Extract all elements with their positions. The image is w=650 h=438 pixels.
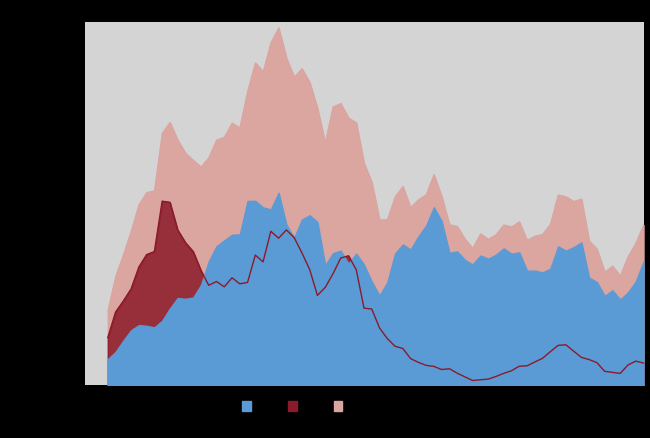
Legend: , , : , , (238, 397, 356, 416)
